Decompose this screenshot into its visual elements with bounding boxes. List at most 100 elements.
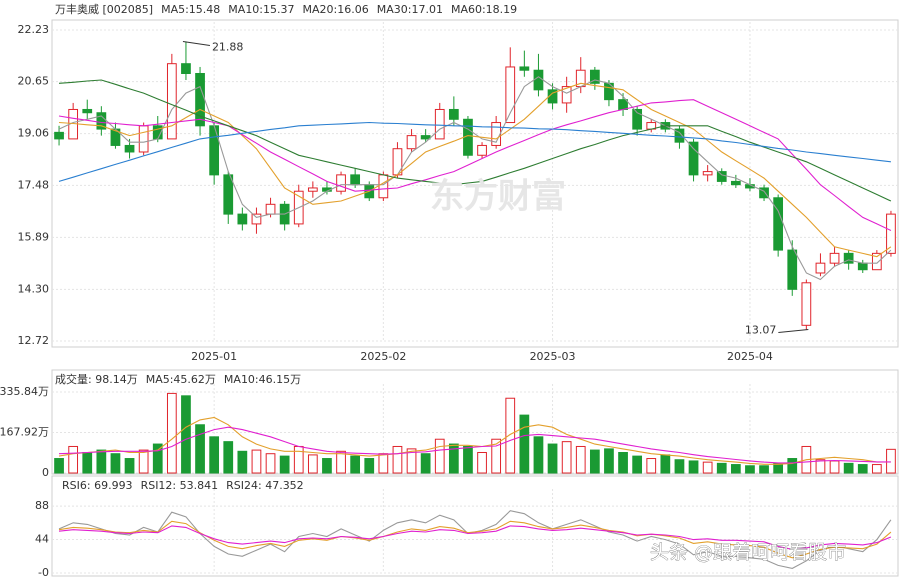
volume-bar [68,445,79,474]
candle-body [209,125,220,176]
volume-bar [561,441,572,474]
volume-bar [223,441,234,474]
annotation-line [182,40,211,46]
volume-bar [350,455,361,474]
x-tick-label: 2025-04 [727,350,773,363]
candle-body [54,131,64,140]
volume-bar [843,462,854,474]
y-tick-label: 19.06 [18,127,50,140]
y-tick-label: 20.65 [18,75,50,88]
line-series [58,416,891,465]
volume-bar [448,443,459,474]
candle-body [448,108,459,120]
legend-entry: MA5:15.48 [161,3,220,16]
line-series [58,525,892,550]
candle-body [392,148,403,176]
volume-bar [420,453,431,474]
y-tick-label: 14.30 [18,282,50,295]
line-series [58,99,892,231]
line-series [58,520,892,559]
volume-bar [364,458,375,474]
volume-bar [293,445,304,474]
candle-body [773,197,784,251]
candle-body [561,86,572,104]
candle-body [787,249,798,290]
volume-bar [110,453,121,474]
volume-bar [886,448,896,474]
volume-bar [674,459,685,474]
volume-bar [646,458,657,474]
y-tick-label: 0 [42,466,49,479]
candle-body [759,187,769,199]
volume-frame [51,369,899,475]
candle-body [815,262,826,274]
annotation-line [778,329,809,334]
volume-bar [54,458,64,474]
volume-bar [716,462,727,474]
candle-body [82,108,93,114]
volume-bar [491,438,502,474]
volume-bar [829,460,840,474]
volume-bar [96,449,107,474]
volume-bar [660,454,671,474]
volume-bar [547,443,558,474]
candle-body [716,171,727,182]
volume-bar [519,414,530,474]
candle-body [702,171,713,176]
candle-body [336,174,346,192]
candle-body [251,213,262,225]
legend-entry: MA5:45.62万 [146,373,216,386]
candle-body [589,69,600,84]
volume-bar [688,460,699,474]
volume-bar [279,455,290,474]
candle-body [618,99,628,110]
candle-body [886,213,896,254]
line-series [58,426,891,464]
candle-body [265,203,276,215]
volume-bar [251,449,262,474]
candle-body [307,187,318,192]
y-tick-label: 12.72 [18,334,50,347]
annotation: 21.88 [212,40,244,53]
volume-bar [477,451,487,474]
price-frame [51,19,899,348]
line-series [58,79,892,202]
candle-body [378,174,389,199]
volume-bar [857,464,868,474]
candle-body [166,63,177,140]
volume-bar [730,464,741,474]
legend-entry: 万丰奥威 [002085] [55,2,153,16]
volume-bar [336,450,346,474]
candle-body [223,174,234,215]
legend-entry: MA20:16.06 [303,3,369,16]
watermark: 头条 @跟着呵呵看股市 [650,542,846,564]
candle-body [674,128,685,143]
candle-body [195,72,205,127]
volume-bar [759,465,769,474]
volume-bar [463,445,473,474]
y-tick-label: 335.84万 [0,385,49,398]
volume-bar [392,445,403,474]
line-series [58,82,892,258]
volume-bar [604,448,614,474]
candle-body [519,66,530,71]
candle-body [96,112,107,130]
y-tick-label: 88 [35,499,49,512]
x-tick-label: 2025-01 [191,350,237,363]
volume-bar [124,458,135,474]
line-series [58,76,892,281]
candle-body [505,66,516,124]
candle-body [533,69,544,91]
volume-bar [815,459,826,474]
candle-body [801,282,812,326]
volume-bar [406,448,417,474]
volume-bar [787,458,798,474]
legend-entry: RSI6: 69.993 [62,479,133,492]
x-tick-label: 2025-02 [360,350,406,363]
candle-body [181,63,191,74]
watermark: 东方财富 [430,177,566,217]
candle-body [730,180,741,186]
candle-body [688,141,699,176]
